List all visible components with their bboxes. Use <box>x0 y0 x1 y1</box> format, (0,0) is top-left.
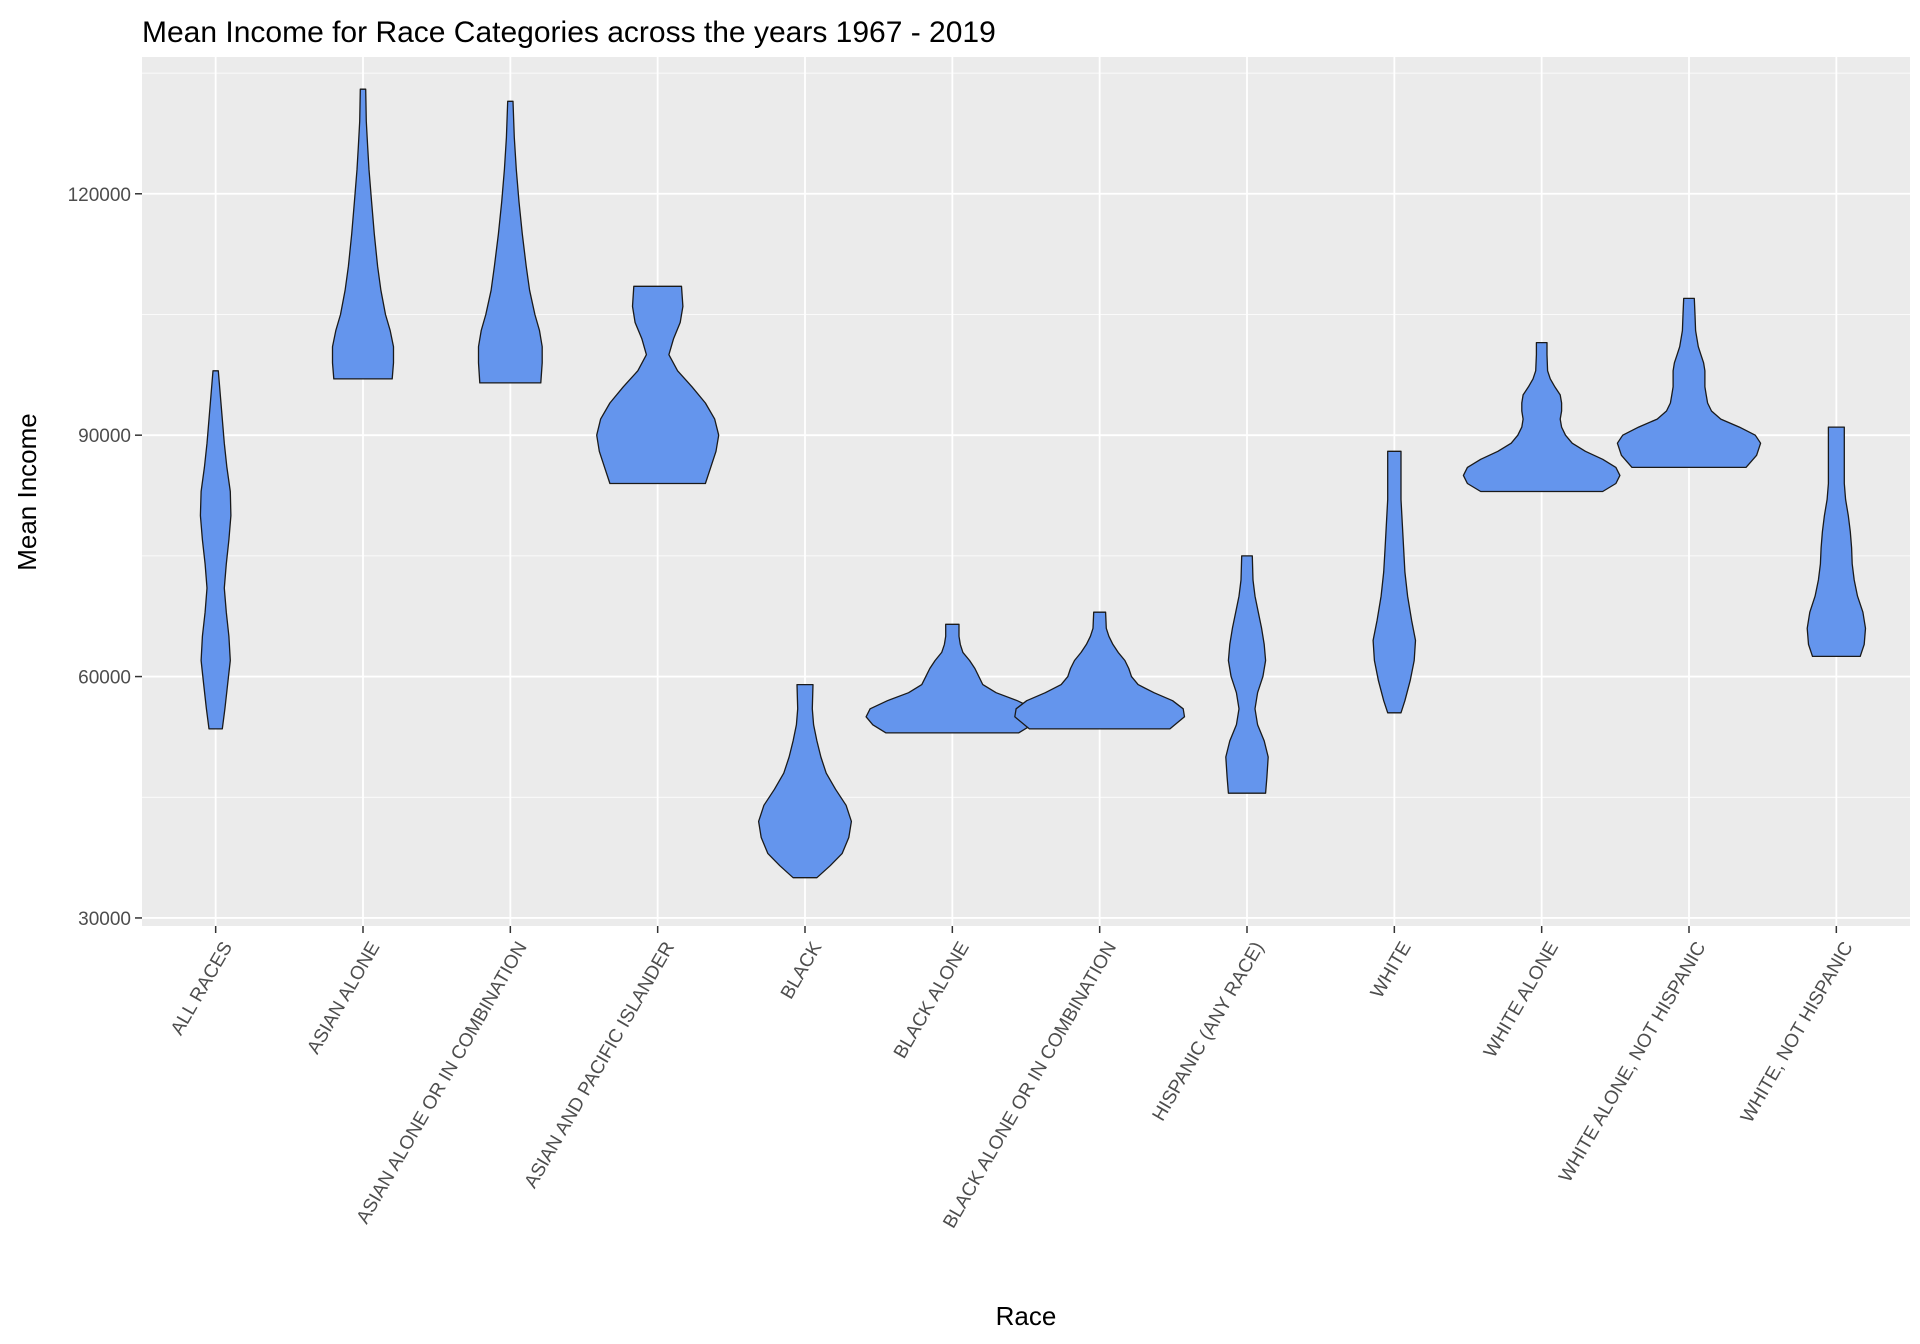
violin-11 <box>1806 426 1867 658</box>
y-tick-label: 90000 <box>78 426 131 447</box>
y-tick-label: 30000 <box>78 909 131 930</box>
y-axis-title: Mean Income <box>12 413 42 571</box>
x-tick-label: WHITE ALONE, NOT HISPANIC <box>1555 938 1710 1186</box>
grid-minor <box>142 72 1910 798</box>
x-tick-label: ALL RACES <box>167 938 237 1038</box>
violin-0 <box>199 370 232 730</box>
violin-4 <box>757 683 853 879</box>
violin-series <box>199 88 1867 879</box>
violin-5 <box>865 623 1040 734</box>
x-tick-label: BLACK ALONE OR IN COMBINATION <box>939 938 1121 1232</box>
x-tick-label: ASIAN ALONE OR IN COMBINATION <box>353 938 532 1227</box>
violin-6 <box>1014 611 1186 730</box>
violin-9 <box>1462 341 1621 493</box>
x-tick-label: ASIAN ALONE <box>303 938 384 1057</box>
x-tick-label: BLACK ALONE <box>890 938 974 1062</box>
violin-10 <box>1616 297 1762 469</box>
y-tick-label: 60000 <box>78 668 131 689</box>
x-tick-label: ASIAN AND PACIFIC ISLANDER <box>521 938 679 1191</box>
violin-8 <box>1372 450 1417 714</box>
violin-7 <box>1225 555 1269 794</box>
y-tick-label: 120000 <box>68 185 131 206</box>
x-tick-label: HISPANIC (ANY RACE) <box>1149 938 1269 1124</box>
plot-panel <box>142 57 1910 926</box>
x-tick-label: WHITE <box>1367 938 1416 1002</box>
x-tick-label: WHITE ALONE <box>1480 938 1563 1061</box>
violin-1 <box>331 88 395 380</box>
violin-2 <box>477 100 543 384</box>
y-axis: 30000 60000 90000 120000 <box>68 185 142 930</box>
x-tick-label: BLACK <box>777 938 827 1003</box>
violin-3 <box>596 285 720 485</box>
chart-title: Mean Income for Race Categories across t… <box>142 16 996 49</box>
x-tick-label: WHITE, NOT HISPANIC <box>1737 938 1858 1126</box>
x-axis-title: Race <box>996 1301 1057 1331</box>
